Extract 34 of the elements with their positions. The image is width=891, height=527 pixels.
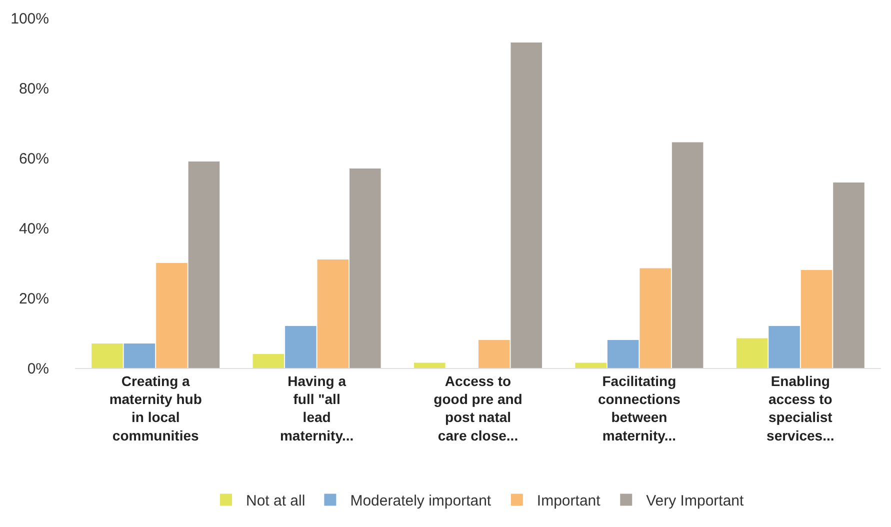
legend-label: Very Important: [646, 492, 744, 510]
x-tick-label: Creating a maternity hub in local communities: [109, 372, 202, 444]
y-tick-label: 40%: [18, 220, 49, 238]
bar: [350, 168, 381, 368]
legend-label: Important: [536, 492, 602, 510]
bar: [510, 42, 542, 368]
y-tick-label: 100%: [10, 10, 49, 28]
bar: [188, 162, 220, 368]
bar: [575, 362, 606, 368]
bar: [736, 338, 768, 368]
bar: [252, 354, 284, 368]
y-tick-label: 0%: [27, 360, 49, 378]
bar: [285, 326, 316, 368]
y-tick-label: 20%: [18, 290, 49, 308]
bar: [156, 263, 188, 368]
bar: [478, 340, 510, 368]
bar: [317, 260, 349, 368]
bar: [800, 270, 832, 368]
bar: [768, 326, 800, 368]
y-tick-label: 60%: [18, 150, 49, 168]
y-tick-label: 80%: [18, 80, 49, 98]
bar: [672, 142, 704, 368]
bar: [833, 182, 864, 368]
x-tick-label: Enabling access to specialist services...: [766, 372, 834, 444]
bar: [414, 362, 446, 368]
x-tick-label: Facilitating connections between maternity...: [598, 372, 681, 444]
x-tick-label: Having a full "all lead maternity...: [280, 372, 354, 444]
bar: [92, 344, 123, 368]
x-tick-label: Access to good pre and post natal care close...: [434, 372, 522, 444]
legend-label: Moderately important: [350, 492, 492, 510]
bar: [124, 344, 156, 368]
bar: [607, 340, 639, 368]
bar: [640, 268, 671, 368]
legend-label: Not at all: [246, 492, 306, 510]
